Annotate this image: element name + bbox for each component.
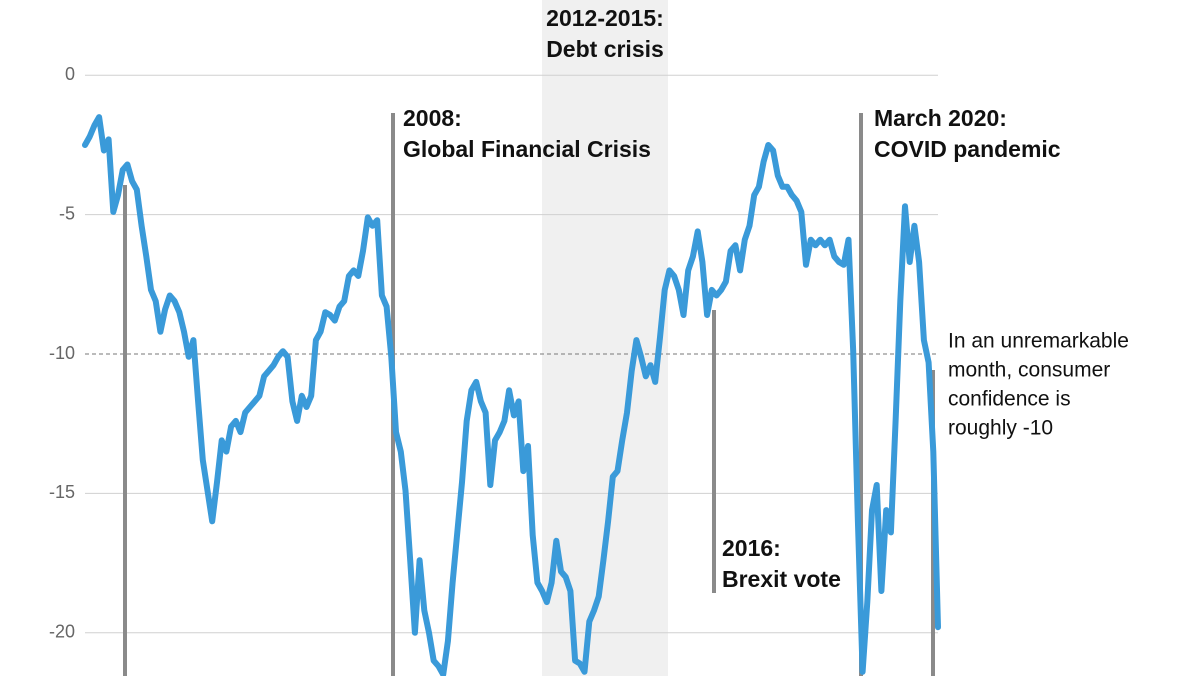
- annotation-text: 2008:: [403, 105, 462, 131]
- annotations: 2012-2015: Debt crisis 2008: Global Financi…: [403, 5, 1129, 592]
- annotation-text: 2016:: [722, 535, 781, 561]
- annotation-text: roughly -10: [948, 417, 1053, 440]
- y-tick-label: -15: [49, 482, 75, 502]
- annotation-text: In an unremarkable: [948, 330, 1129, 353]
- y-tick-label: 0: [65, 64, 75, 84]
- annotation-text: COVID pandemic: [874, 136, 1061, 162]
- annotation-text: 2012-2015:: [546, 5, 664, 31]
- plot: [82, 114, 941, 676]
- y-tick-label: -5: [59, 203, 75, 223]
- grid: 0 -5 -10 -15 -20: [49, 64, 938, 642]
- annotation-text: confidence is: [948, 388, 1071, 411]
- annotation-text: Brexit vote: [722, 566, 841, 592]
- annotation-text: Debt crisis: [546, 36, 664, 62]
- annotation-text: Global Financial Crisis: [403, 136, 651, 162]
- y-tick-label: -10: [49, 343, 75, 363]
- confidence-line: [82, 114, 941, 676]
- annotation-text: March 2020:: [874, 105, 1007, 131]
- y-tick-label: -20: [49, 622, 75, 642]
- annotation-text: month, consumer: [948, 359, 1110, 382]
